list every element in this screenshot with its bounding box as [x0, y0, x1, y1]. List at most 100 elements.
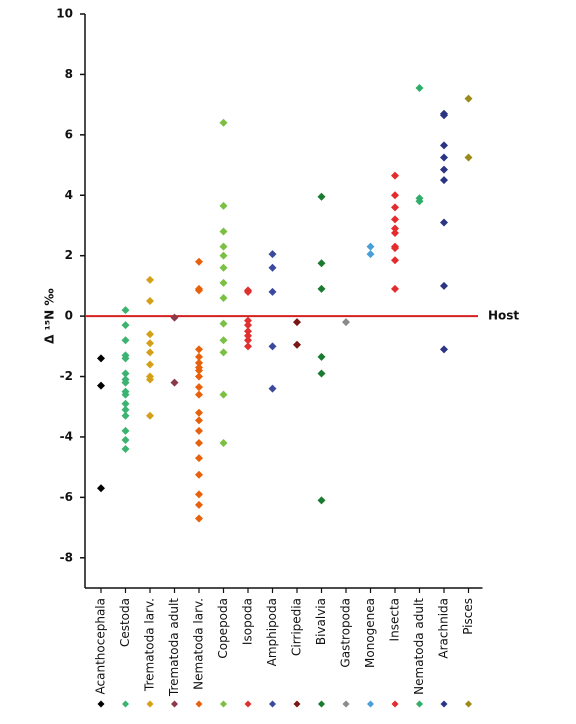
legend-marker	[342, 700, 350, 708]
point	[219, 319, 228, 328]
point	[219, 227, 228, 236]
point	[391, 191, 399, 200]
point	[317, 259, 326, 268]
point	[219, 278, 228, 287]
point	[317, 369, 326, 378]
point	[366, 250, 375, 259]
point	[195, 383, 203, 392]
point	[121, 369, 130, 378]
point	[121, 306, 130, 315]
y-tick-label: -6	[60, 490, 73, 504]
host-label: Host	[488, 309, 519, 323]
point	[195, 345, 203, 354]
legend-marker	[318, 700, 325, 708]
point	[391, 244, 399, 253]
legend-marker	[122, 700, 129, 708]
point	[195, 490, 203, 499]
point	[293, 318, 301, 327]
point	[121, 405, 130, 414]
point	[440, 345, 448, 354]
point	[146, 411, 154, 420]
legend-marker	[293, 700, 301, 708]
point	[219, 201, 228, 210]
legend-marker	[391, 700, 399, 708]
point	[244, 331, 252, 340]
point	[244, 316, 252, 325]
point	[195, 366, 203, 375]
point	[268, 250, 277, 259]
x-tick-label: Trematoda adult	[167, 598, 181, 697]
point	[195, 352, 203, 361]
point	[391, 224, 399, 233]
legend-marker	[220, 700, 227, 708]
point	[121, 378, 130, 387]
point	[195, 390, 203, 399]
legend-marker	[465, 700, 472, 708]
point	[170, 313, 179, 322]
point	[440, 111, 448, 120]
point	[317, 192, 326, 201]
x-tick-label: Amphipoda	[265, 598, 279, 666]
point	[146, 360, 154, 369]
point	[121, 354, 130, 363]
point	[219, 242, 228, 251]
y-tick-label: 8	[65, 67, 73, 81]
point	[244, 336, 252, 345]
y-tick-label: -2	[60, 369, 73, 383]
point	[146, 375, 154, 384]
point	[121, 445, 130, 454]
point	[195, 416, 203, 425]
point	[219, 263, 228, 272]
point	[317, 352, 326, 361]
point	[391, 171, 399, 180]
point	[219, 293, 228, 302]
point	[219, 438, 228, 447]
y-tick-label: 0	[65, 309, 73, 323]
point	[219, 348, 228, 357]
point	[391, 215, 399, 224]
point	[146, 330, 154, 339]
x-tick-label: Nematoda larv.	[192, 598, 206, 690]
legend-marker	[195, 700, 203, 708]
point	[146, 348, 154, 357]
point	[195, 408, 203, 417]
point	[97, 354, 105, 363]
y-tick-label: 4	[65, 188, 73, 202]
point	[219, 118, 228, 127]
point	[121, 435, 130, 444]
point	[146, 297, 154, 305]
x-tick-label: Pisces	[461, 598, 475, 635]
point	[440, 141, 448, 150]
point	[268, 263, 277, 272]
point	[244, 287, 252, 296]
x-tick-label: Copepoda	[216, 598, 230, 659]
legend-marker	[416, 700, 423, 708]
y-tick-label: 6	[65, 127, 73, 141]
point	[195, 358, 203, 367]
x-tick-label: Trematoda larv.	[143, 598, 157, 692]
point	[146, 275, 154, 284]
legend-marker	[97, 700, 105, 708]
point	[219, 251, 228, 260]
point	[146, 339, 154, 348]
point	[317, 496, 326, 505]
point	[121, 321, 130, 330]
point	[195, 426, 203, 435]
x-tick-label: Acanthocephala	[94, 598, 108, 694]
point	[391, 229, 399, 238]
point	[391, 203, 399, 212]
point	[415, 197, 424, 206]
point	[97, 381, 105, 390]
point	[195, 286, 203, 295]
point	[195, 470, 203, 479]
point	[440, 218, 448, 227]
x-tick-label: Arachnida	[437, 598, 451, 659]
point	[121, 411, 130, 420]
point	[415, 84, 424, 93]
point	[195, 454, 203, 463]
point	[219, 390, 228, 399]
point	[268, 384, 277, 393]
point	[121, 336, 130, 345]
y-axis-label: Δ ¹⁵N ‰	[43, 288, 57, 343]
point	[268, 287, 277, 296]
